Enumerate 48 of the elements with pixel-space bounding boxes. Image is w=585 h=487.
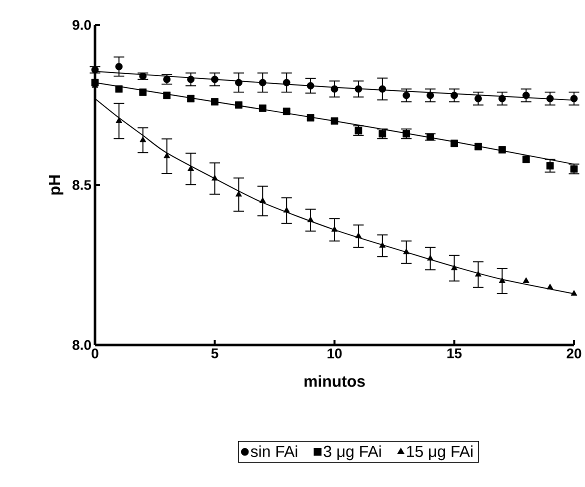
- point: [282, 108, 290, 116]
- point: [235, 101, 242, 109]
- point: [498, 146, 506, 154]
- point: [474, 142, 482, 150]
- point: [450, 140, 458, 148]
- point: [522, 277, 530, 283]
- point: [427, 254, 434, 261]
- point: [451, 264, 458, 270]
- point: [546, 284, 554, 290]
- point: [140, 136, 146, 142]
- x-tick-label: 10: [328, 348, 342, 358]
- point: [307, 216, 314, 222]
- point: [188, 165, 194, 171]
- x-tick-label: 5: [211, 348, 218, 358]
- point: [498, 277, 506, 283]
- y-tick-label: 9.0: [72, 20, 91, 30]
- point: [235, 190, 242, 197]
- point: [115, 85, 123, 93]
- point: [116, 117, 122, 123]
- point: [211, 76, 218, 84]
- point: [379, 242, 386, 248]
- point: [139, 88, 147, 96]
- legend-label: 15 μg FAi: [407, 445, 472, 460]
- legend-label: sin FAi: [250, 445, 298, 458]
- point: [164, 152, 170, 158]
- point: [355, 232, 362, 238]
- point: [212, 174, 218, 181]
- point: [283, 206, 290, 213]
- point: [403, 248, 410, 254]
- x-tick-label: 20: [566, 348, 582, 358]
- point: [570, 290, 578, 296]
- legend-label: 3 μg FAi: [324, 445, 381, 460]
- point: [187, 94, 194, 102]
- y-axis-title: pH: [48, 175, 64, 195]
- point: [258, 104, 266, 112]
- point: [474, 270, 482, 277]
- x-tick-label: 0: [92, 348, 98, 358]
- x-axis-title: minutos: [304, 375, 365, 387]
- y-tick-label: 8.0: [72, 340, 91, 350]
- point: [330, 117, 338, 125]
- y-tick-label: 8.5: [72, 180, 92, 190]
- x-tick-label: 15: [447, 348, 462, 358]
- point: [306, 114, 314, 122]
- point: [211, 98, 218, 106]
- point: [259, 197, 266, 203]
- point: [522, 156, 530, 164]
- point: [163, 92, 171, 100]
- point: [331, 226, 338, 232]
